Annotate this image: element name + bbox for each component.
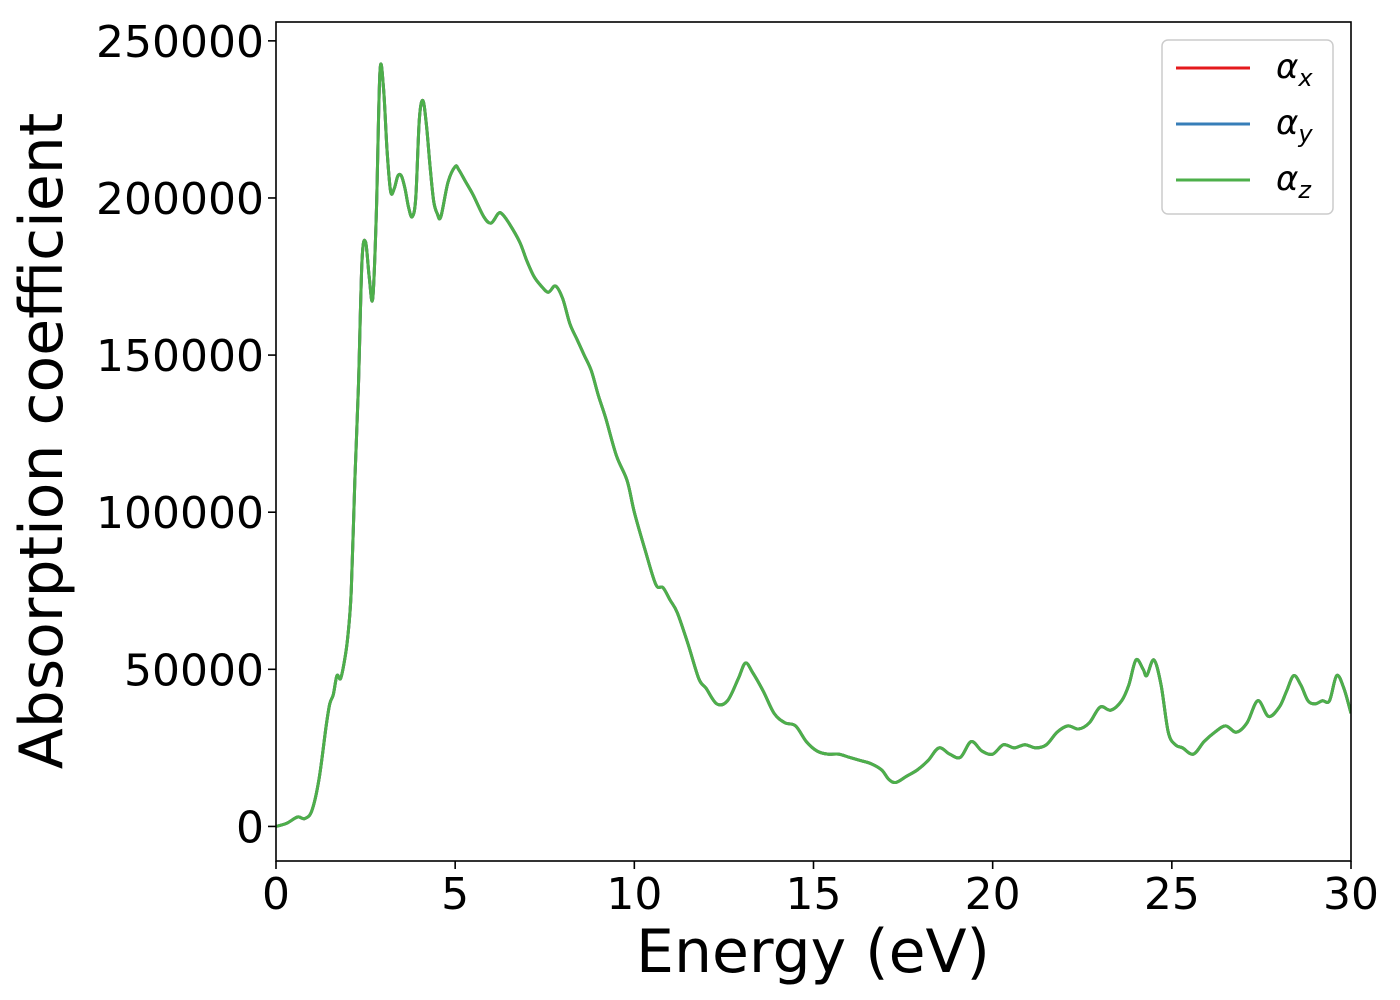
- y-tick-label: 50000: [124, 645, 264, 696]
- x-tick-label: 25: [1144, 869, 1200, 920]
- series-line-z: [276, 62, 1351, 828]
- legend-subscript: z: [1297, 176, 1312, 204]
- legend-label-x: αx: [1276, 47, 1313, 92]
- y-tick-label: 250000: [96, 17, 264, 68]
- x-tick-label: 15: [786, 869, 842, 920]
- legend-subscript: x: [1297, 64, 1313, 92]
- y-tick-label: 200000: [96, 174, 264, 225]
- y-axis-ticks: 0 50000 100000 150000 200000 250000: [96, 17, 276, 853]
- x-tick-label: 10: [606, 869, 662, 920]
- y-tick-label: 0: [236, 802, 264, 853]
- x-tick-label: 30: [1323, 869, 1379, 920]
- x-axis-label: Energy (eV): [636, 917, 990, 987]
- y-tick-label: 150000: [96, 331, 264, 382]
- legend-symbol: α: [1276, 159, 1298, 199]
- series-layer: [276, 62, 1351, 828]
- legend-subscript: y: [1297, 120, 1313, 148]
- legend-symbol: α: [1276, 103, 1298, 143]
- legend-symbol: α: [1276, 47, 1298, 87]
- x-tick-label: 0: [262, 869, 290, 920]
- x-tick-label: 5: [441, 869, 469, 920]
- legend-box: [1161, 39, 1334, 215]
- y-tick-label: 100000: [96, 488, 264, 539]
- x-tick-label: 20: [965, 869, 1021, 920]
- legend-label-z: αz: [1276, 159, 1312, 204]
- y-axis-label: Absorption coefficient: [7, 113, 77, 770]
- x-axis-ticks: 0 5 10 15 20 25 30: [262, 861, 1379, 920]
- legend-label-y: αy: [1276, 103, 1313, 148]
